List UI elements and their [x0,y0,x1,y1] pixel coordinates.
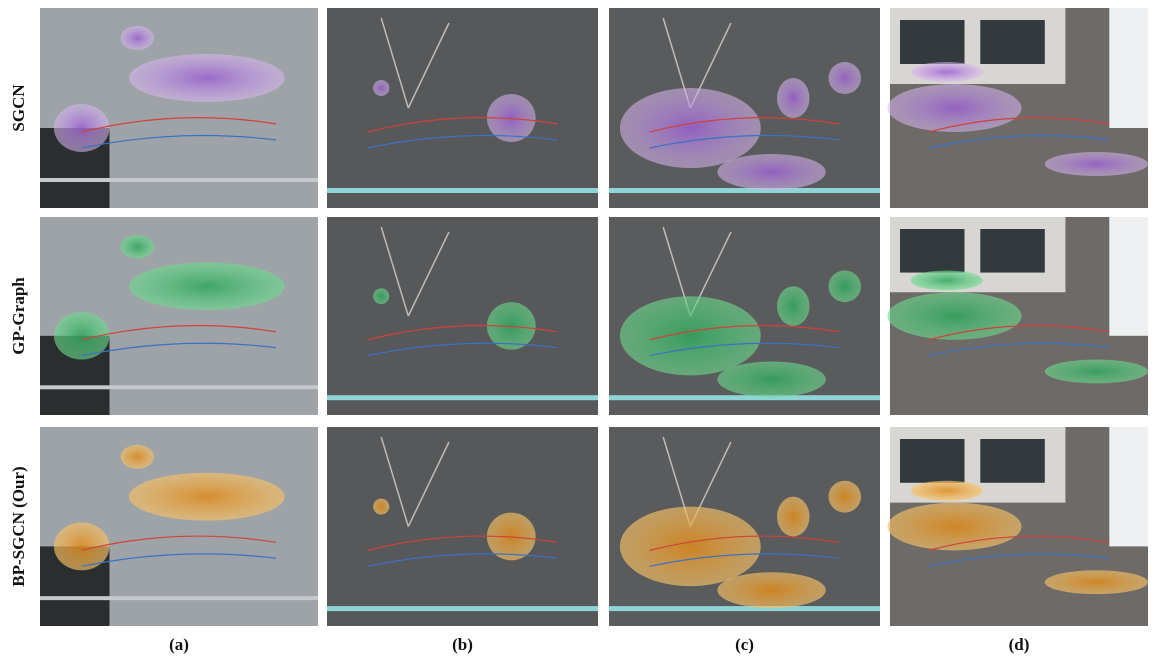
pavement-stripe [40,178,318,182]
prediction-distribution [620,507,761,587]
prediction-distribution [777,286,810,326]
row-label: BP-SGCN (Our) [9,466,28,586]
prediction-distribution [829,481,862,513]
window [900,439,965,483]
column-label: (d) [1009,635,1030,654]
prediction-distribution [129,473,285,521]
column-label: (a) [169,635,189,654]
image-panel [887,217,1148,415]
panels [40,8,1148,626]
image-panel [887,8,1148,208]
scene-background [327,427,598,626]
image-panel [609,8,880,208]
building-side [1109,8,1148,128]
scene-background [327,8,598,208]
railing [327,395,598,400]
prediction-distribution [887,503,1021,551]
prediction-distribution [717,362,825,398]
railing [327,188,598,193]
window [980,20,1045,64]
image-panel [609,217,880,415]
image-panel [609,427,880,626]
window [900,20,965,64]
prediction-distribution [717,154,825,190]
prediction-distribution [911,481,983,501]
image-panel [327,8,598,208]
pavement-stripe [40,385,318,389]
image-panel [40,427,318,626]
prediction-distribution [373,499,389,515]
prediction-distribution [887,292,1021,340]
image-panel [40,217,318,415]
prediction-distribution [121,26,154,50]
prediction-distribution [620,88,761,168]
pavement-stripe [40,596,318,600]
prediction-distribution [373,288,389,304]
figure: SGCN GP-Graph BP-SGCN (Our) (a) (b) (c) (d) [0,0,1154,658]
image-panel [40,8,318,208]
row-label: SGCN [9,84,28,132]
prediction-distribution [829,62,862,94]
prediction-distribution [1045,570,1148,594]
prediction-distribution [777,497,810,537]
railing [609,606,880,611]
prediction-distribution [121,235,154,259]
prediction-distribution [829,270,862,302]
prediction-distribution [911,270,983,290]
image-panel [327,217,598,415]
prediction-distribution [1045,360,1148,384]
column-label: (c) [735,635,754,654]
building-side [1109,217,1148,336]
prediction-distribution [373,80,389,96]
image-panel [887,427,1148,626]
prediction-distribution [129,263,285,311]
prediction-distribution [717,572,825,608]
prediction-distribution [911,62,983,82]
column-label: (b) [452,635,473,654]
image-panel [327,427,598,626]
railing [327,606,598,611]
prediction-distribution [129,54,285,102]
window [980,439,1045,483]
prediction-distribution [1045,152,1148,176]
window [900,229,965,273]
building-side [1109,427,1148,546]
scene-background [327,217,598,415]
prediction-distribution [121,445,154,469]
railing [609,188,880,193]
railing [609,395,880,400]
prediction-distribution [620,296,761,375]
window [980,229,1045,273]
prediction-distribution [777,78,810,118]
prediction-distribution [887,84,1021,132]
row-label: GP-Graph [9,277,28,355]
